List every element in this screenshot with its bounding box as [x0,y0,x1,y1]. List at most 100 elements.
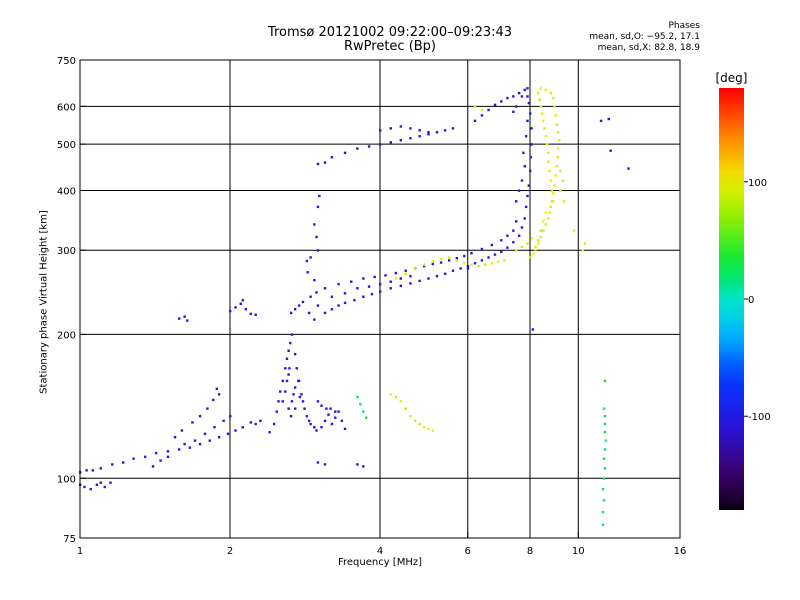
data-point [275,410,278,413]
data-point [550,189,554,192]
data-point [455,259,459,262]
data-point [325,407,328,410]
data-point [581,249,584,252]
data-point [466,265,470,268]
y-tick-label: 75 [63,534,76,545]
data-point [330,295,334,298]
data-point [284,367,287,370]
data-point [389,141,392,144]
data-point [554,174,557,177]
data-point [607,117,610,121]
data-point [89,487,92,491]
x-tick-label: 10 [572,546,585,557]
data-point [549,91,553,95]
data-point [394,271,398,275]
data-point [109,481,112,484]
data-point [241,426,245,429]
data-point [431,429,434,432]
data-point [330,308,334,311]
data-point [409,414,412,418]
data-point [548,169,551,173]
data-point [198,414,202,418]
data-point [443,272,447,276]
data-point [343,151,347,155]
data-point [215,387,219,391]
colorbar-tick-label: 0 [748,295,754,306]
data-point [529,169,532,173]
data-point [316,162,320,166]
data-point [132,457,135,460]
data-point [340,419,344,423]
data-point [330,422,334,426]
data-point [373,275,376,279]
data-point [455,256,459,260]
data-point [539,87,542,90]
data-point [293,386,297,389]
data-point [297,304,301,307]
data-point [542,229,545,232]
data-point [309,422,312,426]
data-point [409,282,412,285]
data-point [559,189,562,192]
data-point [217,393,221,396]
data-point [506,246,509,249]
data-point [447,256,451,259]
data-point [315,429,318,432]
data-point [413,419,417,423]
data-point [549,179,553,182]
data-point [603,467,607,470]
data-point [409,137,412,140]
data-point [527,184,531,187]
data-point [188,446,192,449]
y-tick-label: 600 [57,102,76,113]
data-point [180,429,184,432]
data-point [527,101,531,105]
data-point [601,523,605,527]
data-point [490,262,494,265]
data-point [603,379,607,383]
data-point [337,410,340,413]
data-point [292,393,295,396]
data-point [539,105,542,108]
data-point [143,455,147,459]
data-point [439,257,443,261]
data-point [517,234,521,237]
data-point [399,125,403,128]
data-point [451,269,455,272]
data-point [552,192,555,195]
phase-stats: Phases mean, sd,O: −95.2, 17.1 mean, sd,… [570,21,700,54]
data-point [490,243,494,247]
data-point [572,229,576,232]
data-point [306,271,309,274]
data-point [515,249,518,252]
data-point [234,429,237,432]
data-point [334,410,337,413]
data-point [305,259,309,263]
data-point [362,277,365,280]
data-point [427,131,430,134]
data-point [422,426,426,429]
x-tick-label: 4 [377,546,383,557]
phase-stats-o: mean, sd,O: −95.2, 17.1 [589,32,700,42]
data-point [544,211,548,214]
data-point [523,88,526,92]
data-point [362,410,365,413]
data-point [583,242,587,245]
data-point [249,312,253,316]
data-point [418,129,421,132]
data-point [122,461,125,464]
data-point [359,403,362,406]
data-point [515,220,518,223]
data-point [384,274,387,277]
x-tick-label: 1 [77,546,83,557]
data-point [552,96,555,100]
data-point [289,414,293,418]
data-point [183,315,186,318]
data-point [309,256,312,259]
data-point [447,259,451,262]
data-point [473,105,477,108]
data-point [554,114,557,117]
data-point [523,165,526,168]
data-point [303,407,306,410]
data-point [379,143,382,146]
